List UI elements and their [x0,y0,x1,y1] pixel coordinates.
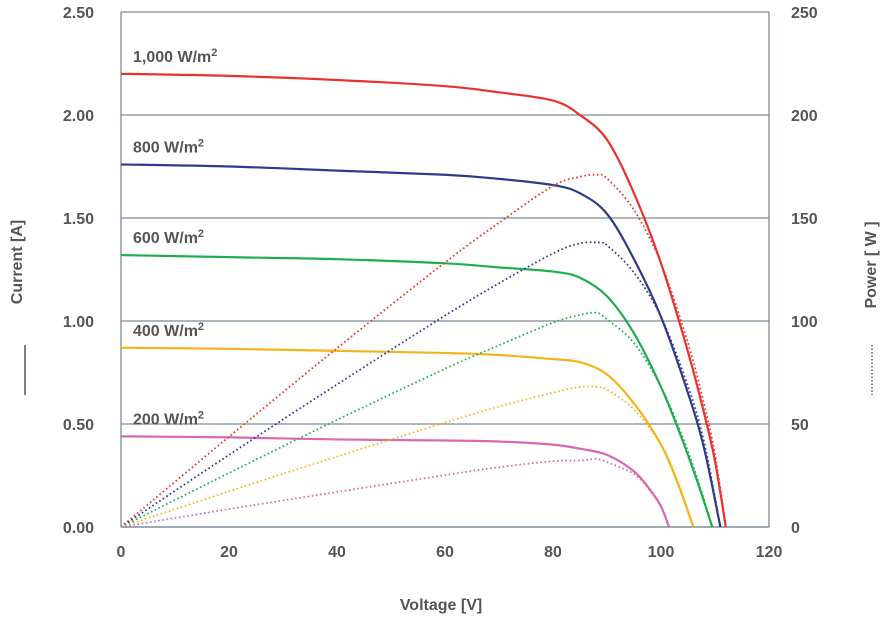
x-tick-label: 80 [544,544,562,561]
plot-frame [120,12,770,528]
current-curve [120,72,727,528]
x-tick-label: 100 [648,544,675,561]
y-right-tick-labels: 0 50 100 150 200 250 [791,5,818,537]
x-tick-labels: 0 20 40 60 80 100 120 [117,544,783,561]
current-curves [120,72,727,528]
power-curve [120,385,695,528]
power-curves [120,173,727,528]
series-label: 200 W/m2 [133,409,204,428]
y-left-tick-label: 0.50 [63,417,94,434]
y-left-tick-label: 2.50 [63,5,94,22]
current-curve [120,346,695,528]
y-right-tick-label: 150 [791,211,818,228]
grid-lines [121,11,769,528]
current-curve [120,163,722,528]
x-tick-label: 120 [756,544,783,561]
y-right-tick-label: 200 [791,108,818,125]
y-left-tick-label: 2.00 [63,108,94,125]
current-curve [120,435,671,528]
current-curve [120,253,714,528]
right-axis-title-group: Power [ W ] [863,221,880,395]
left-axis-title-group: Current [A] [9,220,26,395]
series-label: 400 W/m2 [133,321,204,340]
x-tick-label: 40 [328,544,346,561]
series-label: 600 W/m2 [133,228,204,247]
y-right-tick-label: 0 [791,520,800,537]
y-left-tick-labels: 0.00 0.50 1.00 1.50 2.00 2.50 [63,5,94,537]
x-tick-label: 60 [436,544,454,561]
series-label: 800 W/m2 [133,137,204,156]
x-tick-label: 20 [220,544,238,561]
y-left-tick-label: 1.50 [63,211,94,228]
y-left-axis-title: Current [A] [9,220,26,304]
y-left-tick-label: 0.00 [63,520,94,537]
y-right-tick-label: 100 [791,314,818,331]
x-tick-label: 0 [117,544,126,561]
series-label: 1,000 W/m2 [133,47,217,66]
y-right-axis-title: Power [ W ] [863,221,880,308]
y-right-tick-label: 50 [791,417,809,434]
series-labels: 1,000 W/m2 800 W/m2 600 W/m2 400 W/m2 200 W/… [133,47,217,429]
y-right-tick-label: 250 [791,5,818,22]
power-curve [120,458,670,528]
y-left-tick-label: 1.00 [63,314,94,331]
power-curve [120,311,714,528]
x-axis-title: Voltage [V] [400,597,482,614]
power-curve [120,241,722,528]
